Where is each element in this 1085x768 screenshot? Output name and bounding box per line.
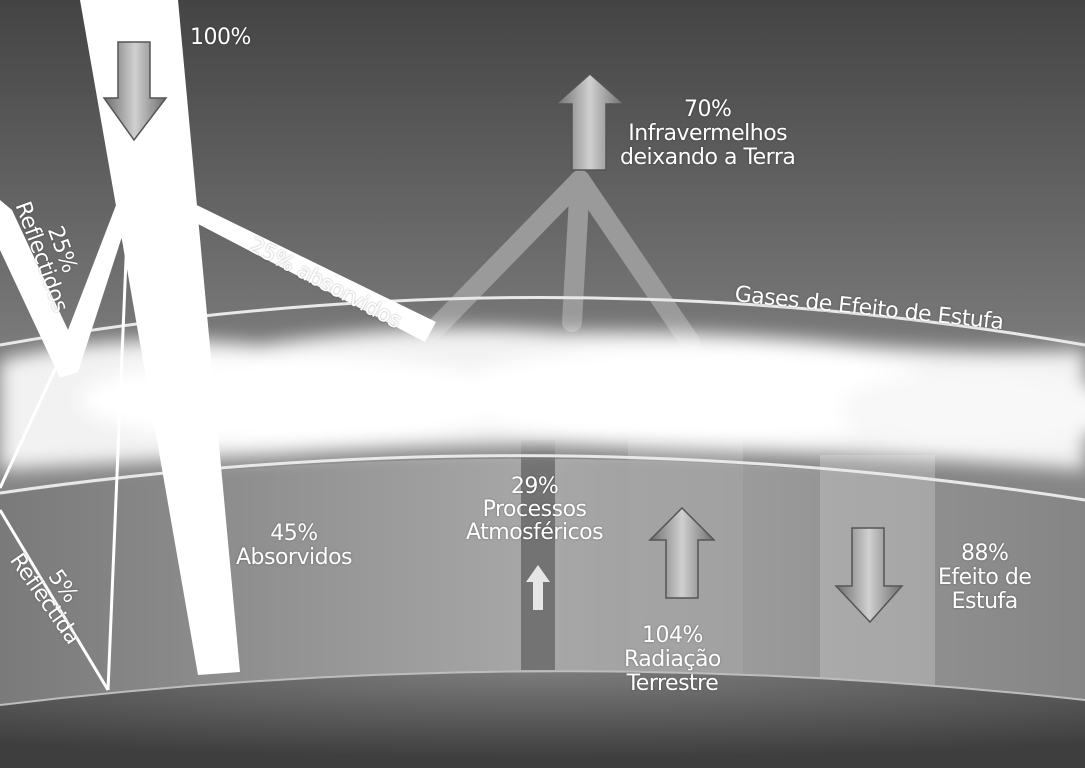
infrared-up-arrow-icon [554, 72, 626, 171]
earth-horizon [0, 670, 1085, 706]
greenhouse-gas-cloud [0, 328, 1085, 470]
terrestrial-radiation-label: 104% Radiação Terrestre [624, 623, 721, 696]
atmospheric-processes-column [521, 440, 555, 670]
reflected-atmosphere-beam [0, 200, 130, 378]
atmospheric-processes-label: 29% Processos Atmosféricos [466, 474, 604, 545]
earth-surface [0, 671, 1085, 768]
incoming-percent-label: 100% [190, 25, 251, 50]
absorbed-atmosphere-beam [170, 192, 436, 342]
incoming-arrow-icon [102, 41, 168, 142]
surface-reflected-rays [0, 211, 130, 691]
atmospheric-small-arrow-icon [526, 565, 550, 610]
terrestrial-up-arrow-icon [648, 506, 716, 599]
greenhouse-effect-label: 88% Efeito de Estufa [938, 541, 1032, 614]
lower-atmosphere-line [0, 454, 1085, 502]
infrared-leaving-label: 70% Infravermelhos deixando a Terra [620, 97, 796, 170]
incoming-solar-beam [80, 0, 240, 675]
absorbed-surface-label: 45% Absorvidos [236, 521, 353, 570]
greenhouse-down-arrow-icon [834, 527, 904, 624]
